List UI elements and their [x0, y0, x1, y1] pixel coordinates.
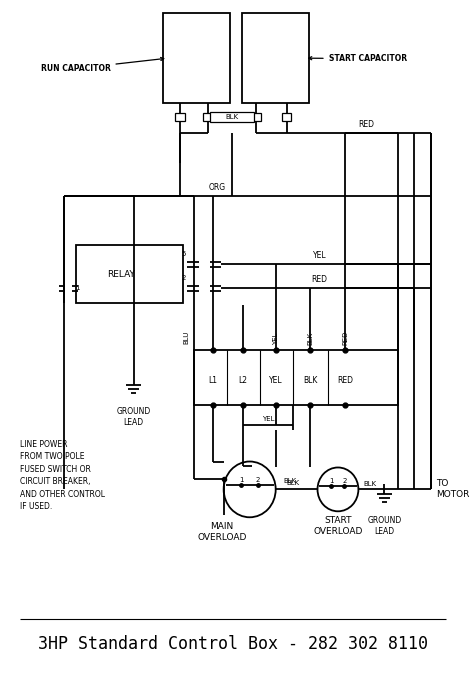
Text: RED: RED	[358, 120, 374, 129]
Text: 1: 1	[329, 479, 334, 484]
Text: 1: 1	[75, 285, 80, 291]
Text: GROUND
LEAD: GROUND LEAD	[117, 407, 151, 427]
Text: BLK: BLK	[226, 114, 238, 120]
Text: L1: L1	[208, 376, 217, 385]
Bar	[76, 245, 183, 303]
Text: BLU: BLU	[183, 330, 190, 344]
Text: 3HP Standard Control Box - 282 302 8110: 3HP Standard Control Box - 282 302 8110	[38, 635, 428, 653]
Text: RED: RED	[337, 376, 354, 385]
Text: 5: 5	[181, 251, 185, 257]
Text: 1: 1	[239, 477, 244, 484]
Bar	[282, 113, 292, 121]
Bar	[175, 113, 185, 121]
Text: 2: 2	[342, 479, 346, 484]
Bar	[194, 350, 398, 405]
Text: GROUND
LEAD: GROUND LEAD	[367, 516, 401, 537]
Text: RELAY: RELAY	[107, 270, 135, 279]
Text: START CAPACITOR: START CAPACITOR	[309, 54, 407, 63]
Text: 2: 2	[181, 275, 185, 281]
Bar	[203, 113, 212, 121]
Text: L2: L2	[239, 376, 248, 385]
Text: BLK: BLK	[307, 332, 313, 345]
Bar	[163, 14, 230, 103]
Text: YEL: YEL	[262, 415, 274, 422]
Text: RED: RED	[311, 275, 328, 284]
Text: YEL: YEL	[269, 376, 283, 385]
Text: YEL: YEL	[273, 332, 279, 345]
Text: BLK: BLK	[287, 480, 300, 486]
Text: BLK: BLK	[363, 481, 376, 488]
Text: BLK: BLK	[303, 376, 317, 385]
Text: 2: 2	[256, 477, 260, 484]
Text: START
OVERLOAD: START OVERLOAD	[313, 516, 363, 537]
Bar	[210, 112, 255, 122]
Bar	[252, 113, 261, 121]
Bar	[242, 14, 309, 103]
Text: TO
MOTOR: TO MOTOR	[437, 479, 470, 499]
Text: RED: RED	[342, 330, 348, 345]
Text: LINE POWER
FROM TWO POLE
FUSED SWITCH OR
CIRCUIT BREAKER,
AND OTHER CONTROL
IF U: LINE POWER FROM TWO POLE FUSED SWITCH OR…	[20, 440, 105, 511]
Text: RUN CAPACITOR: RUN CAPACITOR	[41, 57, 164, 73]
Text: YEL: YEL	[312, 251, 326, 260]
Text: ORG: ORG	[209, 183, 226, 191]
Text: BLK: BLK	[283, 479, 296, 484]
Text: MAIN
OVERLOAD: MAIN OVERLOAD	[197, 522, 246, 542]
